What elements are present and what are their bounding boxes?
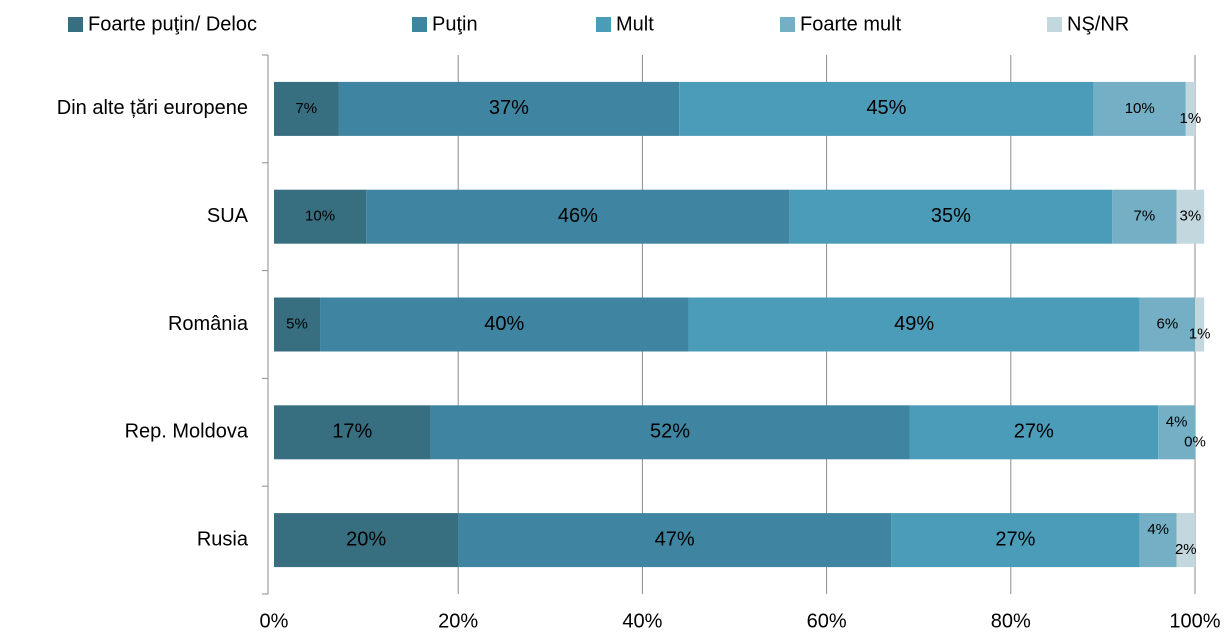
bar-segment (891, 513, 1140, 568)
legend-swatch (1047, 17, 1062, 32)
x-tick-label: 0% (260, 610, 289, 632)
bar-segment (688, 297, 1140, 352)
data-label: 46% (558, 205, 598, 227)
data-label: 35% (931, 205, 971, 227)
data-label: 1% (1189, 325, 1211, 342)
data-label: 40% (484, 313, 524, 335)
bar-segment (458, 513, 892, 568)
data-label: 49% (894, 313, 934, 335)
data-label: 7% (295, 100, 317, 117)
legend-label: Foarte puţin/ Deloc (88, 13, 257, 35)
data-label: 10% (305, 208, 335, 225)
y-tick-label: Din alte țări europene (57, 97, 248, 119)
y-tick-label: SUA (207, 205, 249, 227)
data-label: 10% (1125, 100, 1155, 117)
data-label: 52% (650, 421, 690, 443)
legend-label: NŞ/NR (1067, 13, 1129, 35)
bar-segment (430, 405, 910, 460)
legend-swatch (412, 17, 427, 32)
bar-segment (789, 189, 1113, 244)
bar-segment (1176, 189, 1205, 244)
legend-label: Mult (616, 13, 654, 35)
x-tick-label: 80% (991, 610, 1031, 632)
data-label: 47% (655, 528, 695, 550)
bar-segment (338, 81, 680, 136)
data-label: 4% (1147, 521, 1169, 538)
data-label: 20% (346, 528, 386, 550)
data-label: 0% (1184, 433, 1206, 450)
data-label: 37% (489, 97, 529, 119)
bar-segment (1139, 513, 1177, 568)
x-tick-label: 100% (1169, 610, 1220, 632)
bar-segment (274, 513, 459, 568)
bar-segment (320, 297, 689, 352)
y-tick-label: România (168, 313, 249, 335)
legend-swatch (596, 17, 611, 32)
data-label: 1% (1180, 110, 1202, 127)
bar-segment (366, 189, 790, 244)
legend-swatch (68, 17, 83, 32)
y-tick-label: Rep. Moldova (125, 421, 249, 443)
data-label: 5% (286, 315, 308, 332)
legend-swatch (780, 17, 795, 32)
bar-segment (1139, 297, 1195, 352)
bar-segment (1158, 405, 1195, 460)
bar-segment (1185, 81, 1195, 136)
bar-segment (1176, 513, 1195, 568)
x-tick-label: 60% (807, 610, 847, 632)
x-tick-label: 20% (438, 610, 478, 632)
bar-segment (274, 81, 339, 136)
bar-segment (274, 189, 367, 244)
data-label: 2% (1175, 541, 1197, 558)
legend-label: Puţin (432, 13, 478, 35)
x-tick-label: 40% (622, 610, 662, 632)
data-label: 6% (1157, 315, 1179, 332)
data-label: 7% (1134, 208, 1156, 225)
data-label: 3% (1180, 208, 1202, 225)
data-label: 45% (866, 97, 906, 119)
y-tick-label: Rusia (197, 528, 249, 550)
bar-segment (1195, 297, 1205, 352)
legend-label: Foarte mult (800, 13, 902, 35)
bar-segment (274, 297, 321, 352)
data-label: 27% (1014, 421, 1054, 443)
bar-segment (274, 405, 431, 460)
bar-segment (909, 405, 1159, 460)
data-label: 27% (995, 528, 1035, 550)
data-label: 4% (1166, 413, 1188, 430)
bar-segment (1112, 189, 1177, 244)
bar-segment (679, 81, 1094, 136)
data-label: 17% (332, 421, 372, 443)
bar-segment (1093, 81, 1186, 136)
